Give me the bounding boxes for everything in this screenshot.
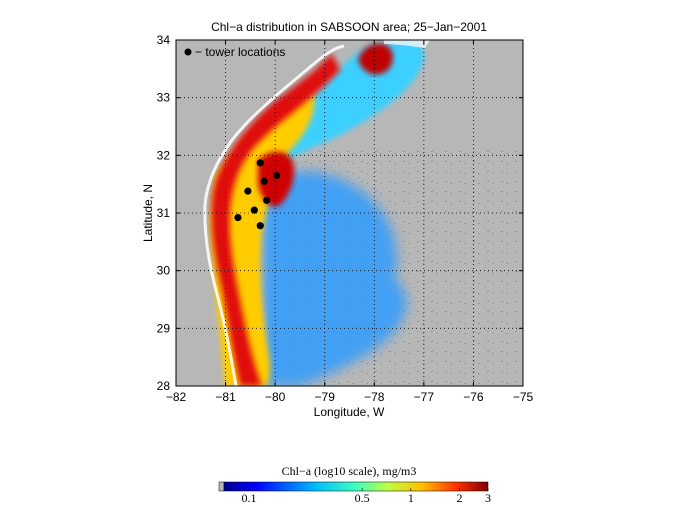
colorbar-title: Chl−a (log10 scale), mg/m3 <box>282 464 417 478</box>
y-tick-label: 28 <box>157 379 171 393</box>
colorbar-tick-label: 1 <box>408 491 414 505</box>
y-tick-label: 29 <box>157 321 171 335</box>
colorbar-tick-label: 0.1 <box>242 491 257 505</box>
x-axis-label: Longitude, W <box>314 405 385 419</box>
ne-coast <box>384 40 430 48</box>
tower-marker <box>234 214 242 222</box>
x-tick-label: −79 <box>315 390 336 404</box>
y-tick-label: 33 <box>157 91 171 105</box>
legend: − tower locations <box>184 45 285 59</box>
coastline-edge <box>203 44 345 386</box>
y-tick-label: 34 <box>157 33 171 47</box>
x-tick-label: −76 <box>463 390 484 404</box>
y-tick-label: 30 <box>157 264 171 278</box>
tower-markers <box>234 159 281 230</box>
y-axis-label: Latitude, N <box>141 184 155 242</box>
legend-marker-icon <box>184 48 192 56</box>
tower-marker <box>263 196 271 204</box>
nearshore-high-chl <box>211 54 340 386</box>
colorbar <box>223 481 489 492</box>
colorbar-tick-label: 0.5 <box>355 491 370 505</box>
colorbar-tick-label: 3 <box>485 491 491 505</box>
legend-label: − tower locations <box>195 45 285 59</box>
ne-high-chl-patch <box>358 43 393 75</box>
y-tick-label: 32 <box>157 148 171 162</box>
x-tick-label: −82 <box>166 390 187 404</box>
tower-marker <box>250 206 258 214</box>
tower-marker <box>273 171 281 180</box>
colorbar-tick-label: 2 <box>457 491 463 505</box>
tower-marker <box>256 222 264 230</box>
x-tick-label: −81 <box>215 390 236 404</box>
x-tick-label: −75 <box>513 390 534 404</box>
colorbar-underflow-swatch <box>218 481 225 492</box>
offshore-low-chl <box>262 171 407 386</box>
tower-marker <box>244 187 252 195</box>
x-tick-label: −78 <box>364 390 385 404</box>
axis-ticks: −82 −81 −80 −79 −78 −77 −76 −75 28 29 30 31 32 33 34 <box>157 33 534 404</box>
x-tick-label: −77 <box>414 390 435 404</box>
figure-title: Chl−a distribution in SABSOON area; 25−J… <box>211 20 487 34</box>
chlorophyll-image <box>203 40 520 386</box>
colorbar-ticks: 0.1 0.5 1 2 3 <box>242 488 491 505</box>
y-tick-label: 31 <box>157 206 171 220</box>
tower-marker <box>256 159 264 167</box>
tower-marker <box>260 177 268 185</box>
x-tick-label: −80 <box>265 390 286 404</box>
grid-lines <box>176 40 523 386</box>
